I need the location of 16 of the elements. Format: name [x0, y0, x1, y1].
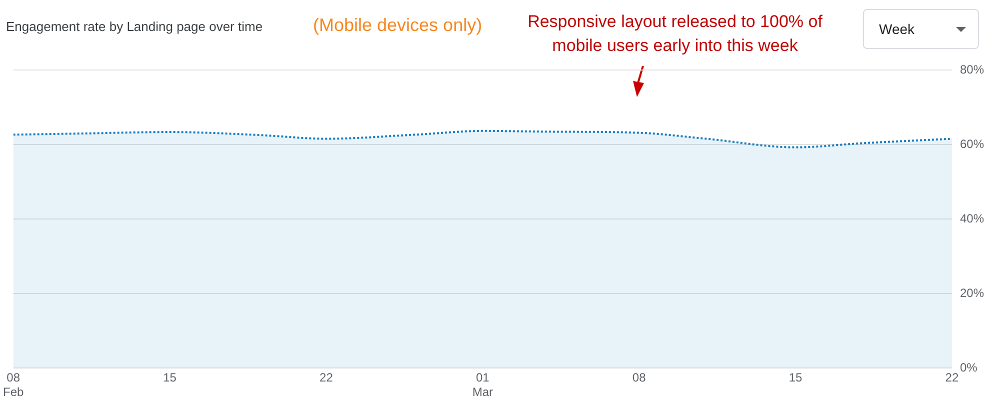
text: Responsive layout released to 100% of mobile users early into this week: [526, 11, 824, 57]
chart-title: Engagement rate by Landing page over time: [6, 19, 263, 34]
chart-subtitle: (Mobile devices only): [313, 15, 482, 36]
x-tick-label: 15: [163, 370, 177, 385]
x-tick-label: 15: [788, 370, 803, 385]
y-tick-label: 80%: [960, 62, 984, 77]
x-tick-label: 08 Feb: [2, 370, 24, 400]
y-tick-label: 20%: [960, 286, 984, 300]
y-tick-label: 60%: [960, 137, 984, 152]
y-tick-label: 0%: [960, 360, 978, 375]
x-tick-label: 22: [320, 370, 334, 385]
y-tick-label: 40%: [960, 212, 984, 226]
x-tick-label: 08: [632, 370, 646, 385]
x-tick-label: 22: [945, 370, 959, 385]
x-tick-label: 01 Mar: [472, 370, 493, 400]
dropdown-field: Week: [863, 9, 979, 49]
